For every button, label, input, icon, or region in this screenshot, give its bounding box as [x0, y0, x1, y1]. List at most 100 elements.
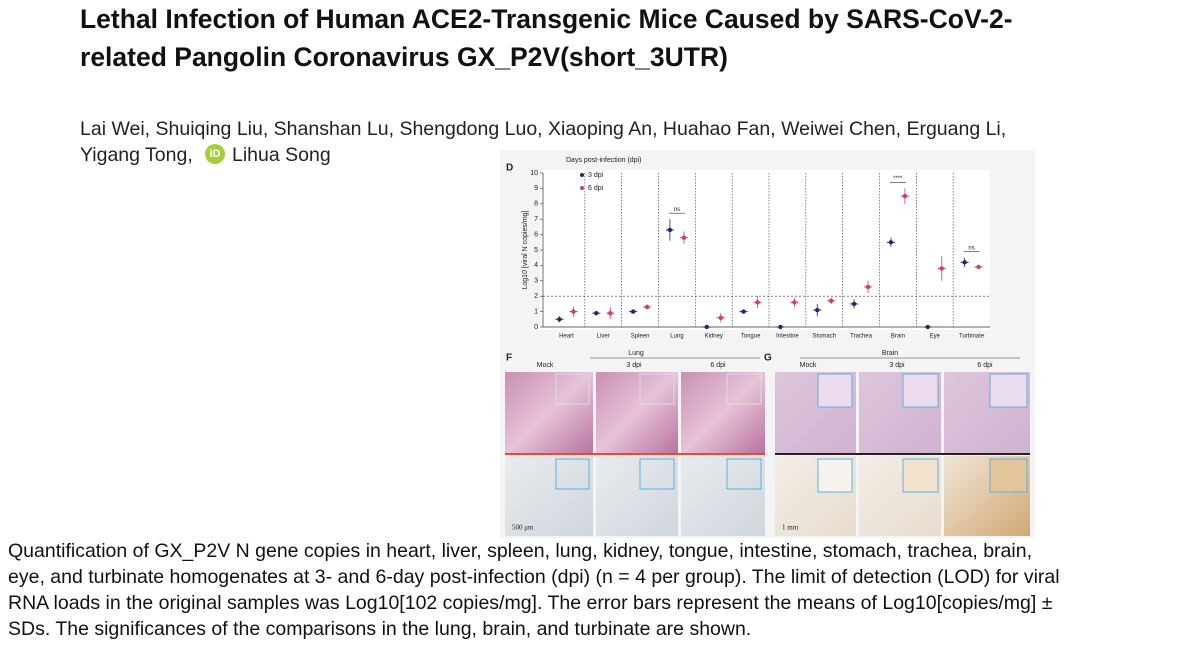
x-tick-label: Intestine: [776, 334, 799, 340]
tissue-label: Brain: [882, 350, 898, 357]
data-point: [644, 304, 650, 310]
legend-marker: [580, 173, 584, 177]
x-tick-label: Turbinate: [959, 334, 985, 340]
significance-label: ns: [968, 245, 974, 251]
y-tick-label: 5: [534, 247, 538, 254]
column-label: Mock: [800, 362, 817, 369]
y-tick-label: 7: [534, 216, 538, 223]
data-point: [792, 300, 797, 305]
data-point: [778, 324, 783, 330]
x-tick-label: Spleen: [631, 334, 650, 340]
ihc-image: [596, 456, 678, 536]
data-point: [681, 235, 687, 240]
x-tick-label: Tongue: [741, 334, 761, 340]
inset: [555, 373, 590, 405]
caption-line: eye, and turbinate homogenates at 3- and…: [8, 566, 1060, 588]
inset: [639, 458, 675, 490]
brain-images: [775, 372, 1030, 536]
ihc-image: [505, 456, 593, 536]
he-image: [505, 372, 593, 454]
column-label: 3 dpi: [626, 362, 642, 369]
inset: [817, 373, 853, 408]
data-point: [630, 309, 636, 314]
data-point: [925, 324, 930, 330]
he-image: [596, 372, 678, 454]
data-point: [571, 309, 576, 314]
he-image: [681, 372, 765, 454]
panel-label: F: [506, 353, 512, 364]
inset: [989, 373, 1028, 408]
title-line: related Pangolin Coronavirus GX_P2V(shor…: [80, 42, 728, 72]
data-point: [976, 264, 981, 270]
x-tick-label: Brain: [891, 334, 905, 340]
legend-label: 3 dpi: [588, 172, 604, 179]
data-point: [704, 324, 709, 330]
y-axis-label: Log10 [viral N copies/mg]: [522, 210, 529, 289]
panel-label: D: [506, 163, 513, 174]
scale-bar-label: 500 μm: [512, 524, 534, 532]
x-tick-label: Lung: [670, 334, 683, 340]
ihc-image: [681, 456, 765, 536]
y-tick-label: 2: [534, 293, 538, 300]
column-label: 6 dpi: [977, 362, 993, 369]
author-line: Lai Wei, Shuiqing Liu, Shanshan Lu, Shen…: [80, 118, 1007, 140]
data-point: [902, 193, 908, 199]
x-tick-label: Eye: [930, 334, 941, 340]
significance-label: ****: [893, 176, 903, 182]
legend-title: Days post-infection (dpi): [566, 157, 641, 164]
column-label: Mock: [537, 362, 554, 369]
caption-line: Quantification of GX_P2V N gene copies i…: [8, 540, 1032, 562]
author-name[interactable]: Lihua Song: [232, 144, 331, 166]
orcid-icon[interactable]: iD: [205, 144, 225, 164]
x-tick-label: Liver: [597, 334, 610, 340]
y-tick-label: 9: [534, 185, 538, 192]
y-tick-label: 10: [530, 170, 538, 177]
column-label: 6 dpi: [710, 362, 726, 369]
data-point: [608, 310, 613, 316]
data-point: [865, 284, 871, 290]
inset: [902, 373, 939, 408]
y-tick-label: 3: [534, 278, 538, 285]
data-point: [851, 301, 857, 307]
data-point: [718, 315, 723, 320]
legend-label: 6 dpi: [588, 185, 604, 192]
data-point: [594, 310, 599, 316]
data-point: [939, 266, 944, 271]
data-point: [829, 298, 834, 304]
y-tick-label: 8: [534, 201, 538, 208]
scale-bar-label: 1 mm: [782, 524, 799, 532]
significance-label: ns: [674, 207, 680, 213]
data-point: [741, 309, 746, 314]
inset: [989, 458, 1028, 493]
data-point: [815, 307, 820, 313]
data-point: [888, 240, 894, 245]
title-line: Lethal Infection of Human ACE2-Transgeni…: [80, 4, 1013, 34]
data-point: [667, 227, 673, 233]
caption-line: RNA loads in the original samples was Lo…: [8, 592, 1053, 614]
data-point: [557, 317, 562, 322]
x-tick-label: Heart: [559, 334, 574, 340]
column-label: 3 dpi: [889, 362, 905, 369]
lung-images: [505, 372, 765, 536]
x-tick-label: Kidney: [705, 334, 723, 340]
legend-marker: [580, 186, 584, 190]
x-tick-label: Trachea: [850, 334, 872, 340]
inset: [817, 458, 853, 493]
inset: [639, 373, 675, 405]
caption-line: SDs. The significances of the comparison…: [8, 618, 752, 640]
x-tick-label: Stomach: [812, 334, 836, 340]
inset: [902, 458, 939, 493]
y-tick-label: 0: [534, 324, 538, 331]
author-line: Yigang Tong,: [80, 144, 193, 166]
y-tick-label: 4: [534, 262, 538, 269]
data-point: [962, 260, 967, 265]
inset: [555, 458, 590, 490]
y-tick-label: 1: [534, 308, 538, 315]
tissue-label: Lung: [628, 350, 644, 357]
inset: [726, 458, 762, 490]
inset: [726, 373, 762, 405]
panel-label: G: [764, 353, 772, 364]
y-tick-label: 6: [534, 231, 538, 238]
